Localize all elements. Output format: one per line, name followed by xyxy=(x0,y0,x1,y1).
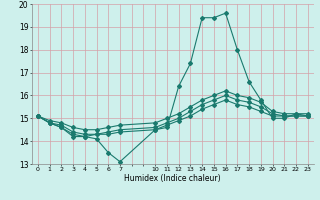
X-axis label: Humidex (Indice chaleur): Humidex (Indice chaleur) xyxy=(124,174,221,183)
